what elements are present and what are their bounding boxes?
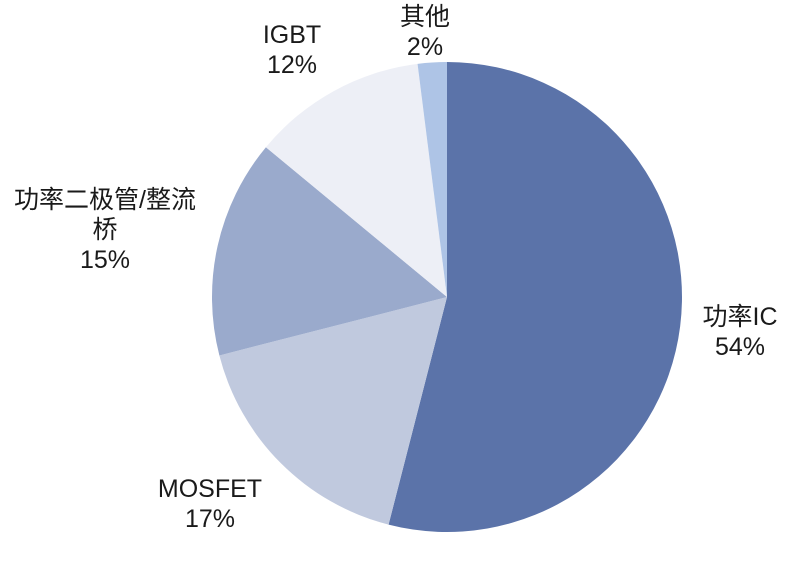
label-other-percent: 2% [406,33,444,61]
label-mosfet-name: MOSFET [157,475,263,503]
label-mosfet: MOSFET 17% [158,474,262,534]
pie-slice-mosfet [219,297,447,525]
label-igbt-name: IGBT [262,21,322,49]
label-diode-bridge-name: 功率二极管/整流桥 [14,186,196,244]
label-other: 其他 2% [400,2,450,62]
pie-slice-other [417,62,447,297]
pie-slice-power-ic [388,62,682,532]
pie-slice-igbt [265,63,447,297]
label-diode-bridge: 功率二极管/整流桥 15% [5,185,205,275]
label-diode-bridge-percent: 15% [79,246,131,274]
pie-slice-diode-bridge [211,147,447,356]
label-power-ic-name: 功率IC [702,303,778,331]
label-power-ic-percent: 54% [714,333,766,361]
label-mosfet-percent: 17% [184,505,236,533]
label-igbt-percent: 12% [266,51,318,79]
label-power-ic: 功率IC 54% [702,302,777,362]
label-igbt: IGBT 12% [263,20,321,80]
label-other-name: 其他 [399,3,451,31]
